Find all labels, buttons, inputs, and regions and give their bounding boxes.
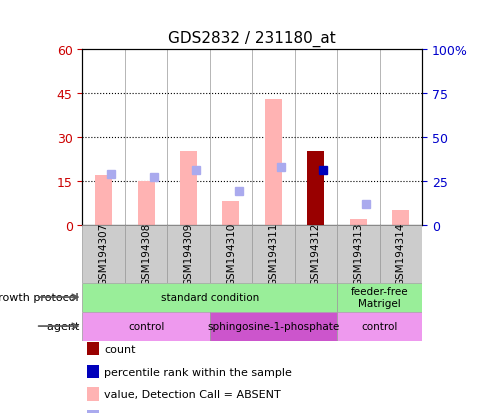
- Text: GSM194309: GSM194309: [183, 223, 193, 285]
- Text: control: control: [361, 321, 397, 331]
- Text: GSM194314: GSM194314: [395, 222, 405, 286]
- Text: sphingosine-1-phosphate: sphingosine-1-phosphate: [207, 321, 339, 331]
- Text: agent: agent: [46, 321, 82, 331]
- Text: GSM194307: GSM194307: [98, 223, 108, 285]
- FancyBboxPatch shape: [82, 283, 336, 312]
- Text: GSM194308: GSM194308: [141, 223, 151, 285]
- Bar: [349, 219, 366, 225]
- FancyBboxPatch shape: [294, 225, 336, 283]
- Text: feeder-free
Matrigel: feeder-free Matrigel: [350, 287, 408, 308]
- Text: value, Detection Call = ABSENT: value, Detection Call = ABSENT: [104, 389, 280, 399]
- Text: GSM194313: GSM194313: [352, 222, 363, 286]
- Bar: [222, 202, 239, 225]
- Title: GDS2832 / 231180_at: GDS2832 / 231180_at: [168, 31, 335, 47]
- Text: standard condition: standard condition: [160, 292, 258, 302]
- Bar: [307, 152, 324, 225]
- Text: rank, Detection Call = ABSENT: rank, Detection Call = ABSENT: [104, 412, 275, 413]
- FancyBboxPatch shape: [167, 225, 209, 283]
- Text: control: control: [128, 321, 164, 331]
- Text: count: count: [104, 344, 136, 354]
- Text: GSM194311: GSM194311: [268, 222, 278, 286]
- FancyBboxPatch shape: [209, 225, 252, 283]
- Bar: [137, 181, 154, 225]
- FancyBboxPatch shape: [378, 225, 421, 283]
- FancyBboxPatch shape: [336, 225, 378, 283]
- Text: GSM194310: GSM194310: [226, 223, 236, 285]
- Text: growth protocol: growth protocol: [0, 292, 82, 302]
- Bar: [264, 99, 281, 225]
- FancyBboxPatch shape: [125, 225, 167, 283]
- Bar: [180, 152, 197, 225]
- FancyBboxPatch shape: [82, 225, 125, 283]
- FancyBboxPatch shape: [336, 283, 421, 312]
- FancyBboxPatch shape: [82, 312, 209, 341]
- Text: percentile rank within the sample: percentile rank within the sample: [104, 367, 291, 377]
- Bar: [392, 211, 408, 225]
- Bar: [95, 176, 112, 225]
- FancyBboxPatch shape: [252, 225, 294, 283]
- FancyBboxPatch shape: [209, 312, 336, 341]
- FancyBboxPatch shape: [336, 312, 421, 341]
- Text: GSM194312: GSM194312: [310, 222, 320, 286]
